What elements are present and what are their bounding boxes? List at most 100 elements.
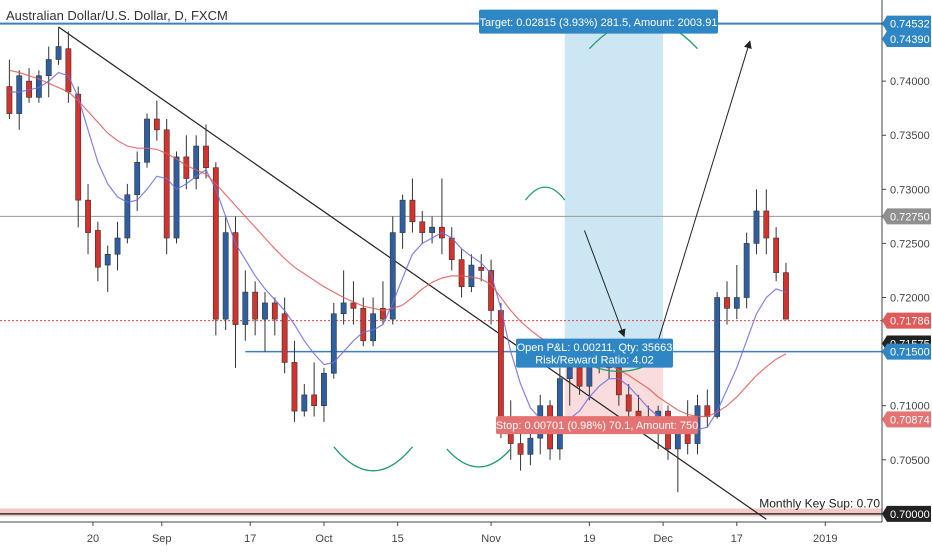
- price-tag-label: 0.71786: [890, 316, 930, 328]
- time-tick-label: Sep: [152, 533, 172, 545]
- candle: [330, 302, 337, 379]
- candle-body: [321, 372, 327, 406]
- candle: [763, 189, 770, 255]
- candle-body: [291, 362, 298, 412]
- candle: [94, 221, 101, 282]
- candle-body: [370, 313, 377, 342]
- price-tag-box: [882, 505, 931, 522]
- candle: [134, 151, 141, 211]
- monthly-support-label: Monthly Key Sup: 0.70: [759, 496, 880, 510]
- candle-body: [281, 313, 288, 363]
- candle-body: [429, 226, 435, 233]
- candle-body: [212, 167, 219, 320]
- candle-body: [153, 118, 160, 131]
- price-tag-label: 0.74390: [890, 34, 930, 46]
- candle: [733, 265, 740, 320]
- candle: [389, 216, 396, 325]
- time-tick-label: 17: [731, 533, 743, 545]
- candle-body: [773, 237, 780, 273]
- candle-body: [704, 405, 711, 417]
- candle: [222, 216, 229, 330]
- moving-average-slow: [9, 69, 787, 418]
- candle: [419, 210, 426, 244]
- candle-body: [271, 302, 278, 320]
- candle-body: [566, 367, 573, 379]
- candle: [753, 189, 760, 255]
- candle: [714, 292, 721, 419]
- candle-body: [783, 272, 789, 320]
- price-tag-box: [882, 30, 931, 47]
- risk-reward-label: Risk/Reward Ratio: 4.02: [535, 355, 654, 367]
- candle-body: [330, 313, 337, 374]
- candle-body: [163, 129, 170, 239]
- price-axis-background: [882, 0, 932, 550]
- candle: [724, 281, 730, 325]
- price-tag-box: [882, 343, 931, 360]
- projection-arrow-down: [583, 230, 626, 338]
- price-tag-entry: 0.71500: [882, 343, 931, 360]
- candle-body: [94, 230, 101, 268]
- price-tick-label: 0.74000: [890, 76, 930, 88]
- candle-body: [222, 232, 229, 320]
- candle: [409, 178, 416, 233]
- candle-body: [144, 118, 150, 163]
- candle-body: [360, 308, 367, 342]
- price-tick-label: 0.71000: [890, 401, 930, 413]
- candle-body: [262, 302, 268, 320]
- candle: [16, 70, 23, 130]
- time-tick-label: Oct: [315, 533, 332, 545]
- monthly-support-zone: [0, 508, 882, 517]
- right-bottom-arc: [446, 448, 512, 468]
- candle: [6, 59, 13, 120]
- candle-body: [124, 194, 131, 239]
- price-tag-box: [882, 208, 931, 225]
- candle-body: [448, 237, 455, 260]
- candle-body: [763, 210, 770, 239]
- candle-body: [104, 253, 111, 266]
- candle-body: [55, 46, 62, 60]
- candle-body: [173, 156, 180, 239]
- candle-body: [527, 437, 534, 455]
- left-bottom-arc: [333, 446, 413, 472]
- price-tick-label: 0.72500: [890, 238, 930, 250]
- price-tag-box: [882, 411, 931, 428]
- price-tag-target-line: 0.74532: [882, 15, 931, 32]
- candle: [488, 259, 494, 325]
- price-tag-box: [882, 15, 931, 32]
- price-tag-current-price: 0.71786: [882, 312, 931, 329]
- candle: [458, 248, 465, 298]
- candle: [124, 183, 131, 244]
- time-tick-label: 20: [87, 533, 99, 545]
- price-tag-label: 0.70874: [890, 414, 930, 426]
- trendline: [58, 26, 767, 520]
- candle-body: [45, 59, 52, 77]
- target-label: Target: 0.02815 (3.93%) 281.5, Amount: 2…: [480, 17, 718, 29]
- price-tag-box: [882, 312, 931, 329]
- candle: [271, 297, 278, 336]
- projection-arrow-up: [657, 40, 752, 341]
- candle: [783, 262, 789, 320]
- price-tag-resistance: 0.72750: [882, 208, 931, 225]
- price-tag-label: 0.70000: [890, 509, 930, 521]
- candle: [193, 135, 200, 190]
- candle: [75, 86, 82, 228]
- candle-body: [301, 394, 308, 412]
- candle-body: [714, 297, 721, 417]
- candle-body: [635, 410, 642, 417]
- candle: [114, 221, 121, 271]
- candle: [625, 384, 632, 422]
- candle-body: [488, 270, 494, 311]
- candle: [301, 384, 308, 417]
- top-arc: [524, 186, 566, 201]
- price-tag-stop: 0.70874: [882, 411, 931, 428]
- pnl-label: Open P&L: 0.00211, Qty: 35663: [517, 342, 673, 354]
- candle-body: [399, 199, 406, 233]
- candle-body: [380, 308, 386, 320]
- candle: [163, 119, 170, 255]
- candle-body: [458, 259, 465, 287]
- time-tick-label: 19: [583, 533, 595, 545]
- candle-body: [183, 156, 190, 179]
- candle: [429, 216, 435, 244]
- candle-body: [134, 161, 141, 196]
- time-tick-label: Nov: [481, 533, 501, 545]
